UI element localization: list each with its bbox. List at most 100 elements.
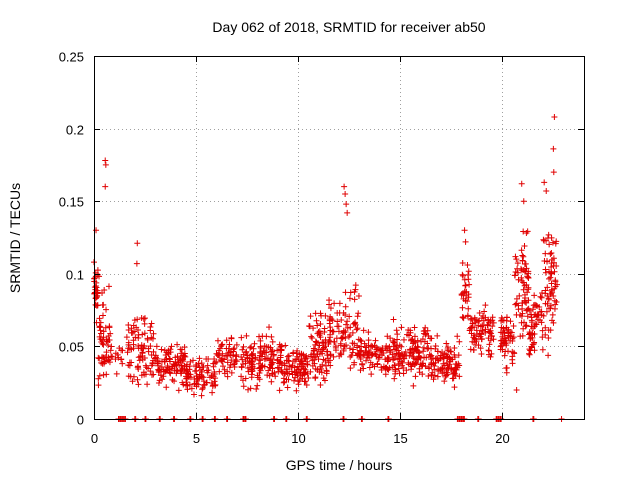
data-point xyxy=(306,323,313,330)
data-point xyxy=(327,324,334,331)
data-point xyxy=(543,308,550,315)
data-point xyxy=(134,363,141,370)
data-point xyxy=(545,335,552,342)
data-point xyxy=(429,369,436,376)
data-point xyxy=(387,335,394,342)
data-point xyxy=(368,371,375,378)
data-point xyxy=(251,340,258,347)
data-point xyxy=(346,345,353,352)
data-point xyxy=(465,268,472,275)
data-point xyxy=(256,333,263,340)
data-point xyxy=(223,337,230,344)
data-point xyxy=(303,381,310,388)
data-point xyxy=(434,348,441,355)
data-point xyxy=(219,363,226,370)
data-point xyxy=(356,352,363,359)
data-point xyxy=(465,305,472,312)
data-point xyxy=(368,352,375,359)
data-point xyxy=(341,183,348,190)
data-point xyxy=(526,351,533,358)
data-point xyxy=(327,334,334,341)
data-point xyxy=(432,343,439,350)
data-point xyxy=(331,300,338,307)
data-point xyxy=(365,329,372,336)
data-point xyxy=(274,364,281,371)
data-point xyxy=(499,317,506,324)
data-point xyxy=(449,356,456,363)
data-point xyxy=(318,312,325,319)
data-point xyxy=(320,375,327,382)
data-point xyxy=(99,337,106,344)
data-point xyxy=(155,379,162,386)
data-point xyxy=(180,358,187,365)
data-point xyxy=(170,361,177,368)
data-point xyxy=(519,299,526,306)
data-point xyxy=(314,366,321,373)
data-point xyxy=(101,359,108,366)
data-point xyxy=(360,327,367,334)
data-point xyxy=(548,249,555,256)
data-point xyxy=(105,333,112,340)
data-point xyxy=(451,384,458,391)
data-point xyxy=(102,183,109,190)
data-point xyxy=(542,287,549,294)
data-point xyxy=(263,349,270,356)
data-point xyxy=(529,306,536,313)
data-point xyxy=(389,351,396,358)
data-points xyxy=(91,113,565,422)
data-point xyxy=(522,298,529,305)
data-point xyxy=(545,231,552,238)
data-point xyxy=(396,370,403,377)
data-point xyxy=(547,251,554,258)
data-point xyxy=(295,366,302,373)
data-point xyxy=(357,348,364,355)
data-point xyxy=(309,335,316,342)
data-point xyxy=(125,345,132,352)
data-point xyxy=(280,375,287,382)
data-point xyxy=(479,328,486,335)
data-point xyxy=(481,308,488,315)
data-point xyxy=(425,365,432,372)
data-point xyxy=(462,282,469,289)
data-point xyxy=(524,313,531,320)
data-point xyxy=(253,386,260,393)
data-point xyxy=(107,347,114,354)
data-point xyxy=(400,354,407,361)
data-point xyxy=(102,161,109,168)
data-point xyxy=(428,345,435,352)
data-point xyxy=(261,356,268,363)
data-point xyxy=(285,357,292,364)
data-point xyxy=(214,337,221,344)
data-point xyxy=(283,366,290,373)
data-point xyxy=(400,336,407,343)
data-point xyxy=(422,363,429,370)
data-point xyxy=(441,378,448,385)
data-point xyxy=(307,313,314,320)
data-point xyxy=(507,328,514,335)
data-point xyxy=(403,367,410,374)
data-point xyxy=(108,343,115,350)
data-point xyxy=(327,305,334,312)
data-point xyxy=(135,345,142,352)
data-point xyxy=(247,385,254,392)
data-point xyxy=(196,364,203,371)
data-point xyxy=(553,298,560,305)
data-point xyxy=(351,361,358,368)
data-point xyxy=(284,370,291,377)
data-point xyxy=(156,377,163,384)
data-point xyxy=(519,305,526,312)
data-point xyxy=(269,365,276,372)
data-point xyxy=(141,330,148,337)
data-point xyxy=(138,352,145,359)
data-point xyxy=(323,367,330,374)
data-point xyxy=(391,338,398,344)
data-point xyxy=(228,369,235,376)
data-point xyxy=(144,336,151,343)
data-point xyxy=(327,362,334,369)
data-point xyxy=(551,297,558,304)
data-point xyxy=(521,282,528,289)
data-point xyxy=(386,343,393,350)
data-point xyxy=(394,336,401,343)
data-point xyxy=(476,309,483,316)
data-point xyxy=(326,297,333,304)
